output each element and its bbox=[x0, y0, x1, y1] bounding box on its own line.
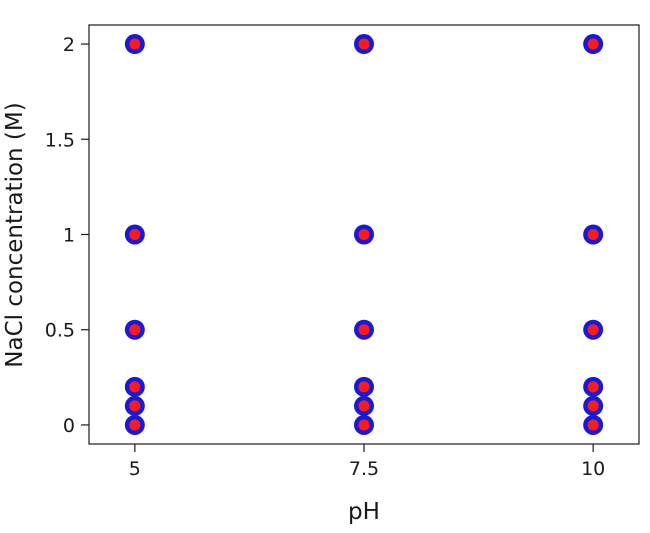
x-tick-label: 7.5 bbox=[349, 458, 379, 480]
data-point bbox=[583, 319, 604, 340]
y-tick-label: 2 bbox=[63, 34, 75, 56]
x-axis-title: pH bbox=[348, 499, 380, 525]
data-point bbox=[124, 34, 145, 55]
data-point bbox=[124, 376, 145, 397]
data-points bbox=[124, 34, 604, 435]
y-tick-label: 1 bbox=[63, 225, 75, 247]
data-point-fill bbox=[587, 419, 599, 431]
x-tick-label: 10 bbox=[581, 458, 605, 480]
data-point bbox=[354, 414, 374, 435]
data-point-fill bbox=[129, 419, 141, 431]
data-point-fill bbox=[129, 324, 141, 336]
data-point-fill bbox=[129, 400, 141, 412]
data-point bbox=[124, 224, 145, 245]
y-axis: 0 0.5 1 1.5 2 bbox=[45, 34, 89, 437]
data-point bbox=[583, 414, 604, 435]
data-point bbox=[583, 34, 604, 55]
data-point bbox=[583, 224, 604, 245]
data-point bbox=[354, 395, 374, 416]
data-point-fill bbox=[358, 229, 370, 240]
data-point-fill bbox=[129, 38, 141, 50]
data-point-fill bbox=[587, 381, 599, 393]
data-point-fill bbox=[587, 38, 599, 50]
data-point-fill bbox=[358, 381, 370, 393]
data-point-fill bbox=[358, 324, 370, 336]
x-tick-label: 5 bbox=[129, 458, 141, 480]
data-point bbox=[583, 395, 604, 416]
data-point-fill bbox=[358, 400, 370, 412]
y-axis-title: NaCl concentration (M) bbox=[2, 102, 28, 367]
data-point bbox=[124, 395, 145, 416]
data-point bbox=[354, 376, 374, 397]
data-point-fill bbox=[587, 324, 599, 336]
data-point bbox=[124, 414, 145, 435]
x-axis: 5 7.5 10 bbox=[129, 444, 605, 480]
y-tick-label: 0 bbox=[63, 415, 75, 437]
data-point bbox=[354, 34, 374, 55]
y-tick-label: 1.5 bbox=[45, 129, 75, 151]
data-point bbox=[124, 319, 145, 340]
data-point bbox=[583, 376, 604, 397]
data-point-fill bbox=[358, 38, 370, 50]
data-point-fill bbox=[587, 400, 599, 412]
data-point-fill bbox=[129, 381, 141, 393]
data-point-fill bbox=[358, 419, 370, 431]
y-tick-label: 0.5 bbox=[45, 320, 75, 342]
data-point bbox=[354, 319, 374, 340]
data-point-fill bbox=[587, 229, 599, 240]
data-point-fill bbox=[129, 229, 141, 240]
data-point bbox=[354, 224, 374, 245]
